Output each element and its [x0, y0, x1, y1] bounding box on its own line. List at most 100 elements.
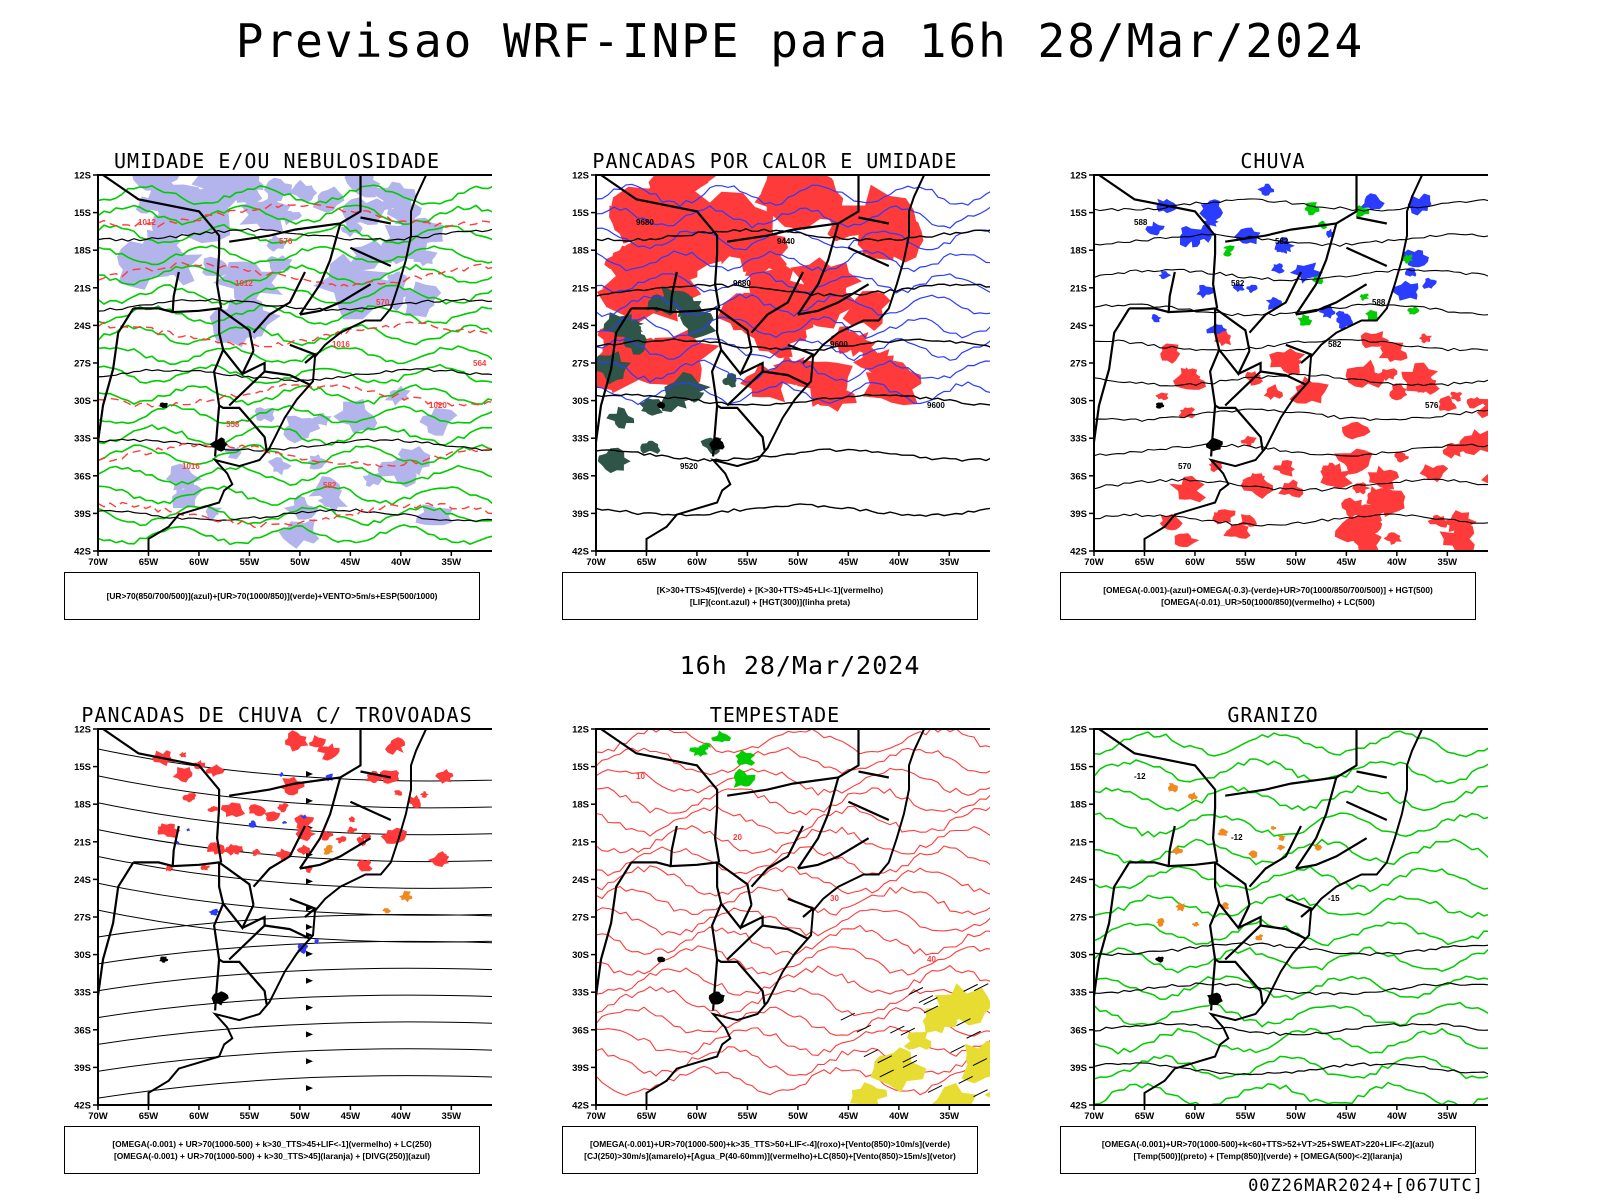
lat-tick-label: 42S [1070, 547, 1087, 558]
border-line [218, 404, 268, 451]
lat-tick-label: 39S [572, 509, 589, 520]
divergence-area [208, 908, 220, 916]
border-line [716, 958, 766, 1005]
panel-legend: [K>30+TTS>45](verde) + [K>30+TTS>45+LI<-… [562, 572, 978, 620]
panel-title: PANCADAS POR CALOR E UMIDADE [592, 149, 958, 173]
border-line [1345, 246, 1388, 268]
thickness-contour [98, 202, 492, 228]
humidity-contour [98, 345, 492, 366]
contour-line [1094, 478, 1488, 492]
storm-area [317, 743, 340, 761]
lake [1155, 402, 1165, 409]
contour-line [1094, 513, 1488, 527]
storm-area [348, 816, 356, 823]
storm-area [295, 826, 316, 842]
rain-area [1350, 530, 1382, 551]
lat-tick-label: 30S [1070, 950, 1087, 961]
lif-contour [596, 293, 990, 318]
wind-vector [879, 1069, 894, 1078]
streamline [98, 1048, 492, 1072]
wind-vector [973, 1089, 988, 1098]
water-contour [596, 907, 990, 937]
lat-tick-label: 27S [74, 359, 91, 370]
wind-vector [900, 1027, 916, 1036]
humidity-area [220, 297, 281, 340]
contour-line [98, 228, 492, 242]
lon-tick-label: 60W [687, 1111, 707, 1122]
border-line [847, 800, 890, 822]
rain-area [1360, 331, 1390, 349]
contour-line [1094, 303, 1488, 317]
storm-area [172, 767, 193, 783]
lon-tick-label: 60W [189, 1111, 209, 1122]
rain-area [1439, 522, 1475, 551]
storm-area [420, 791, 429, 798]
lon-tick-label: 65W [1135, 557, 1155, 568]
border-line [797, 837, 870, 870]
wind-vector [908, 987, 924, 995]
storm-area [264, 811, 281, 822]
lat-tick-label: 39S [572, 1063, 589, 1074]
omega-strong-area [1297, 314, 1313, 326]
instability-area [754, 175, 819, 219]
contour-line [1094, 443, 1488, 457]
lat-tick-label: 33S [1070, 988, 1087, 999]
jet-area [984, 1091, 990, 1098]
coastline [1094, 175, 1424, 551]
contour-line [596, 338, 990, 352]
lon-tick-label: 35W [940, 557, 960, 568]
streamline [98, 829, 492, 863]
panel-legend: [OMEGA(-0.001) + UR>70(1000-500) + k>30_… [64, 1126, 480, 1174]
storm-area [408, 794, 421, 809]
omega-area [1289, 262, 1323, 284]
border-line [298, 777, 342, 870]
border-line [1214, 404, 1264, 451]
omega-area [1392, 280, 1419, 301]
border-line [98, 307, 135, 446]
lat-tick-label: 18S [1070, 246, 1087, 257]
border-line [228, 915, 266, 961]
contour-label: 576 [1425, 401, 1439, 410]
contour-line [1094, 233, 1488, 247]
panel-umidade: UMIDADE E/OU NEBULOSIDADE 1012 1012 1016 10… [62, 149, 492, 620]
omega500-area [1191, 921, 1200, 927]
legend-line-1: [OMEGA(-0.001) + UR>70(1000-500) + k>30_… [112, 1139, 432, 1149]
temp850-contour [1094, 838, 1488, 866]
run-timestamp: 00Z26MAR2024+[067UTC] [1248, 1176, 1484, 1196]
lon-tick-label: 55W [1236, 1111, 1256, 1122]
lagoon [211, 991, 229, 1006]
lat-tick-label: 21S [1070, 837, 1087, 848]
omega-strong-area [1223, 245, 1235, 253]
wind-vector [958, 1076, 973, 1084]
lon-tick-label: 45W [1337, 1111, 1357, 1122]
lon-tick-label: 35W [1438, 1111, 1458, 1122]
streamline-arrow [306, 797, 313, 804]
map-plot: 588 582 582 576 570 582 588 12S 15S 18S 21S 24S 27S 3… [1070, 171, 1488, 568]
rain-area [1223, 522, 1251, 539]
wind-vector [902, 1054, 918, 1063]
lagoon [1207, 992, 1223, 1006]
humidity-area [283, 415, 321, 444]
lat-tick-label: 18S [74, 246, 91, 257]
contour-label: 40 [927, 955, 936, 964]
contour-label: 1012 [235, 279, 253, 288]
border-line [858, 216, 890, 225]
map-plot: 1012 1012 1016 1020 1016 576 570 564 558 582 12S 15… [74, 171, 492, 568]
rain-area [1269, 348, 1306, 375]
humidity-area [232, 185, 263, 206]
storm-area [357, 859, 373, 872]
omega-area [1192, 223, 1217, 243]
rain-area [1214, 330, 1232, 347]
lake [159, 402, 168, 409]
lif-contour [596, 205, 990, 229]
panel-chuva: CHUVA 588 582 582 576 570 582 588 12S 15S 18S 21S 2… [1058, 149, 1488, 620]
border-line [726, 915, 764, 961]
map-layers [98, 729, 492, 1105]
border-line [98, 861, 135, 1000]
border-line [1098, 175, 1219, 309]
lat-tick-label: 24S [1070, 321, 1087, 332]
contour-line [1094, 408, 1488, 422]
divergence-area [314, 939, 319, 945]
lat-tick-label: 18S [1070, 800, 1087, 811]
